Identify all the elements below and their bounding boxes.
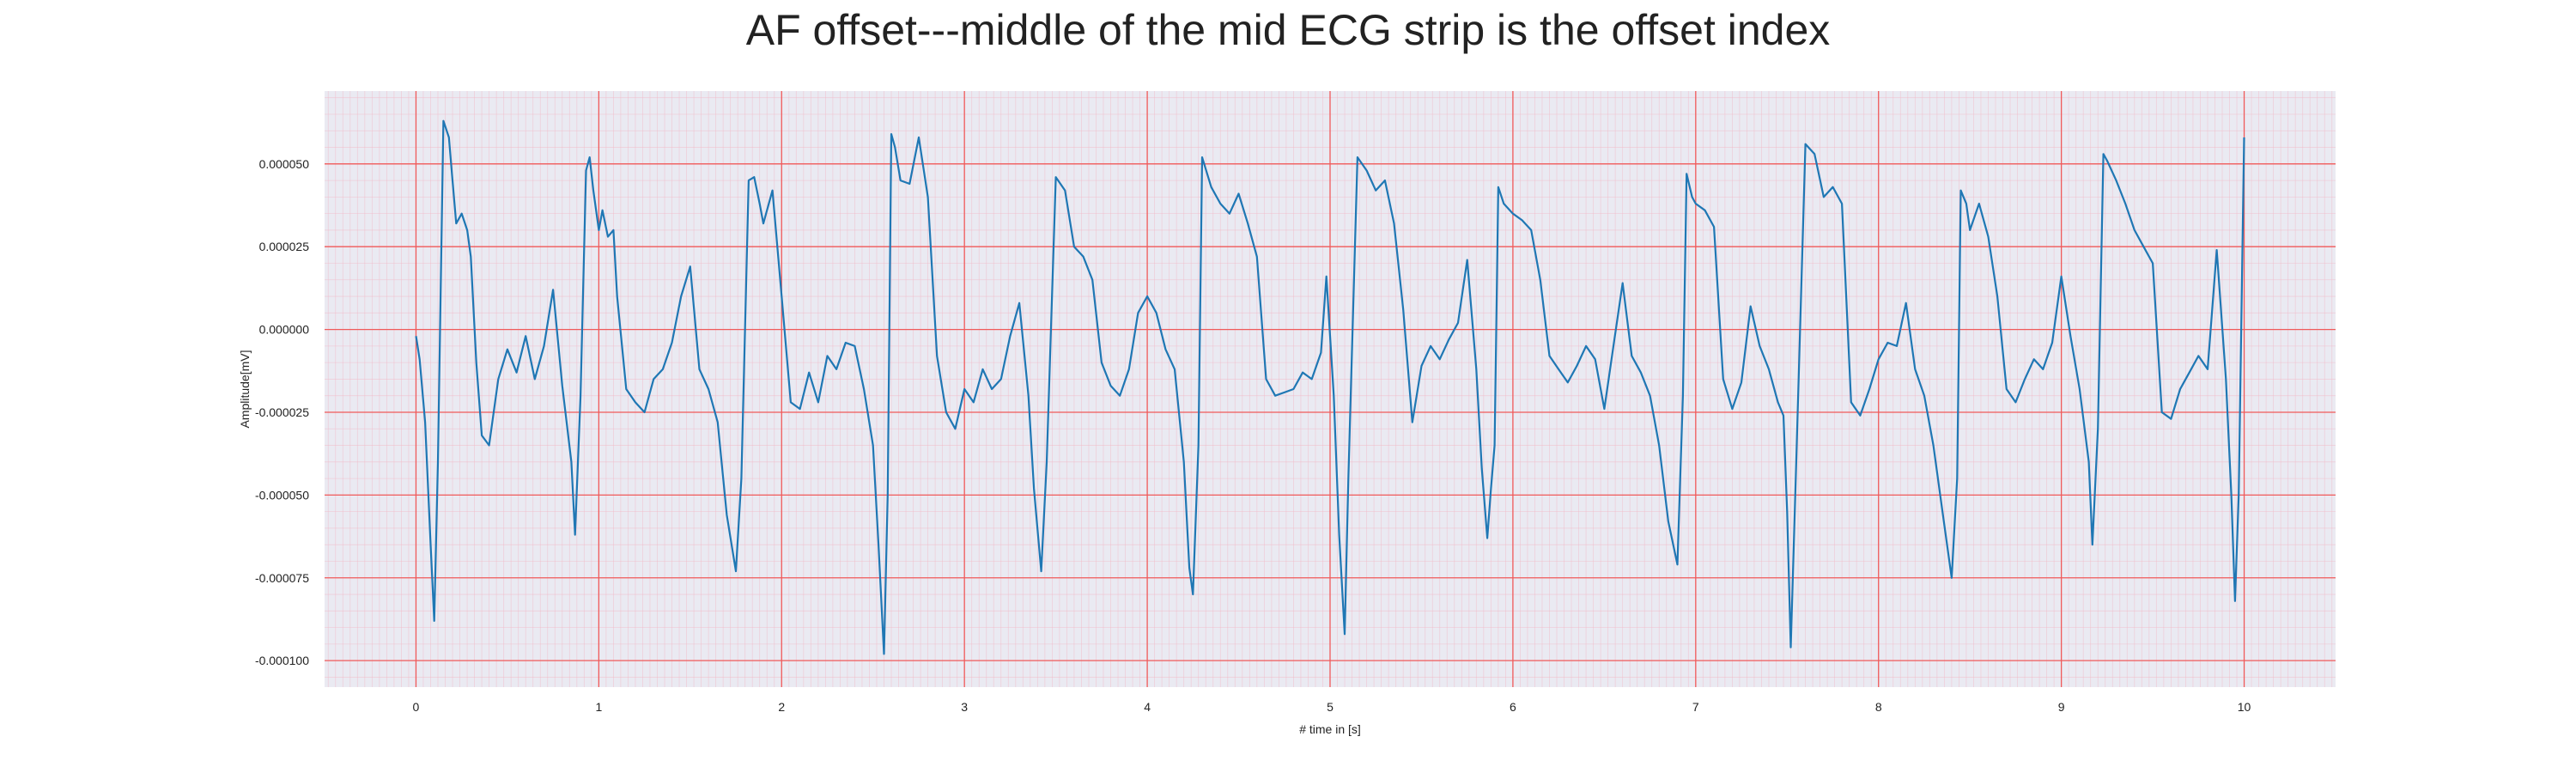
- y-axis-label: Amplitude[mV]: [238, 350, 252, 428]
- x-tick-label: 2: [778, 700, 785, 714]
- x-tick-label: 9: [2058, 700, 2065, 714]
- chart-title: AF offset---middle of the mid ECG strip …: [745, 6, 1831, 54]
- x-tick-label: 0: [413, 700, 420, 714]
- y-tick-label: -0.000025: [255, 405, 309, 419]
- x-axis-ticks: 0 1 2 3 4 5 6 7 8 9 10: [413, 700, 2251, 714]
- y-tick-label: -0.000100: [255, 654, 309, 667]
- x-tick-label: 6: [1510, 700, 1516, 714]
- x-tick-label: 7: [1692, 700, 1699, 714]
- y-tick-label: 0.000000: [259, 323, 310, 337]
- y-tick-label: -0.000050: [255, 488, 309, 502]
- x-tick-label: 1: [595, 700, 602, 714]
- x-axis-label: # time in [s]: [1299, 722, 1361, 736]
- y-tick-label: -0.000075: [255, 571, 309, 585]
- x-tick-label: 5: [1327, 700, 1334, 714]
- y-tick-label: 0.000050: [259, 157, 310, 171]
- x-tick-label: 4: [1144, 700, 1151, 714]
- x-tick-label: 10: [2238, 700, 2251, 714]
- x-tick-label: 3: [961, 700, 968, 714]
- ecg-series-line: [415, 119, 2245, 655]
- x-tick-label: 8: [1875, 700, 1882, 714]
- y-tick-label: 0.000025: [259, 240, 310, 253]
- y-axis-ticks: 0.000050 0.000025 0.000000 -0.000025 -0.0000…: [255, 157, 309, 667]
